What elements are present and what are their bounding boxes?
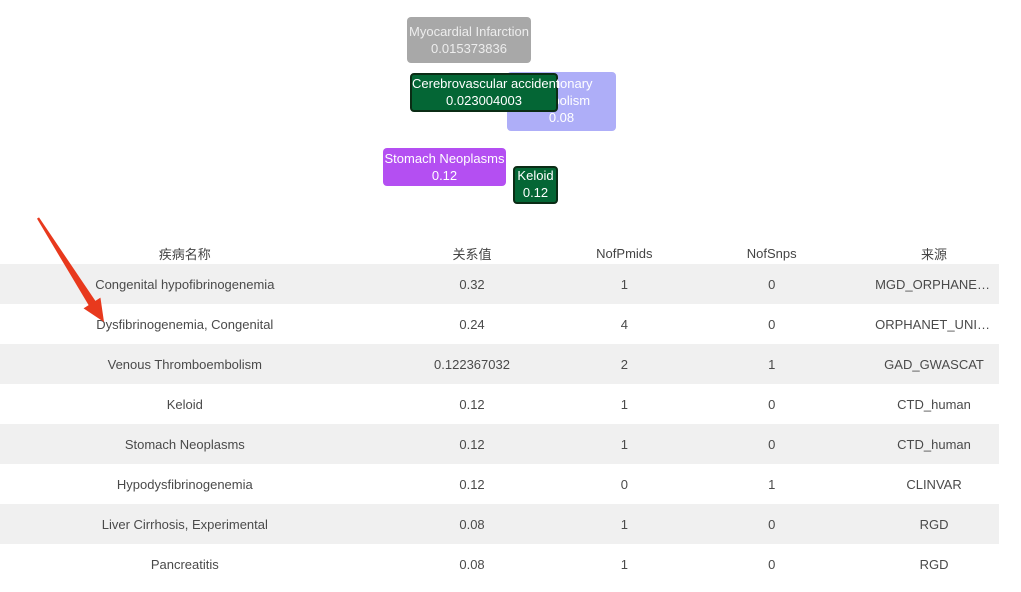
cell-relation-value: 0.12 [459, 436, 485, 452]
col-header-source: 来源 [921, 247, 948, 262]
cell-nofsnps: 0 [768, 396, 776, 412]
table-row[interactable]: Pancreatitis 0.08 1 0 RGD [0, 544, 999, 584]
cell-disease-name: Venous Thromboembolism [107, 356, 263, 372]
table-row[interactable]: Keloid 0.12 1 0 CTD_human [0, 384, 999, 424]
node-value: 0.12 [431, 168, 458, 183]
cell-disease-name: Congenital hypofibrinogenemia [95, 276, 275, 292]
node-cerebrovascular-accident[interactable]: Cerebrovascular accident 0.023004003 [410, 73, 560, 112]
cell-source: MGD_ORPHANET_UNI... [875, 276, 999, 292]
cell-relation-value: 0.12 [459, 396, 485, 412]
node-value: 0.015373836 [431, 41, 507, 56]
cell-relation-value: 0.12 [459, 476, 485, 492]
cell-nofpmids: 0 [620, 476, 628, 492]
relation-graph: Myocardial Infarction 0.015373836 Pulmon… [0, 0, 1021, 240]
cell-source: RGD [919, 556, 949, 572]
table-row[interactable]: Congenital hypofibrinogenemia 0.32 1 0 M… [0, 264, 999, 304]
node-label: Cerebrovascular accident [412, 76, 560, 91]
cell-source: CLINVAR [906, 476, 962, 492]
cell-nofpmids: 4 [620, 316, 628, 332]
table-row[interactable]: Stomach Neoplasms 0.12 1 0 CTD_human [0, 424, 999, 464]
cell-disease-name: Hypodysfibrinogenemia [116, 476, 253, 492]
cell-relation-value: 0.08 [459, 556, 485, 572]
cell-disease-name: Pancreatitis [150, 556, 219, 572]
cell-nofsnps: 0 [768, 276, 776, 292]
node-label: Keloid [517, 168, 554, 183]
cell-relation-value: 0.122367032 [434, 356, 510, 372]
cell-source: GAD_GWASCAT [884, 356, 984, 372]
cell-disease-name: Dysfibrinogenemia, Congenital [96, 316, 274, 332]
node-label: Myocardial Infarction [409, 24, 529, 39]
table-row[interactable]: Dysfibrinogenemia, Congenital 0.24 4 0 O… [0, 304, 999, 344]
node-myocardial-infarction[interactable]: Myocardial Infarction 0.015373836 [407, 17, 531, 63]
node-stomach-neoplasms[interactable]: Stomach Neoplasms 0.12 [383, 148, 506, 186]
cell-nofsnps: 0 [768, 516, 776, 532]
cell-nofsnps: 0 [768, 556, 776, 572]
cell-source: RGD [919, 516, 949, 532]
cell-nofpmids: 1 [620, 516, 628, 532]
cell-nofsnps: 1 [768, 356, 776, 372]
cell-nofsnps: 0 [768, 436, 776, 452]
node-value: 0.12 [522, 184, 549, 200]
col-header-disease-name: 疾病名称 [158, 247, 211, 262]
cell-nofpmids: 1 [620, 396, 628, 412]
table-header-row: 疾病名称 关系值 NofPmids NofSnps 来源 [0, 243, 999, 264]
node-value: 0.023004003 [446, 92, 522, 108]
node-value: 0.08 [548, 110, 575, 125]
disease-table: 疾病名称 关系值 NofPmids NofSnps 来源 Congenital … [0, 243, 999, 584]
col-header-nofpmids: NofPmids [596, 246, 653, 261]
cell-source: CTD_human [897, 436, 971, 452]
table-row[interactable]: Liver Cirrhosis, Experimental 0.08 1 0 R… [0, 504, 999, 544]
cell-relation-value: 0.24 [459, 316, 485, 332]
table-row[interactable]: Venous Thromboembolism 0.122367032 2 1 G… [0, 344, 999, 384]
cell-relation-value: 0.08 [459, 516, 485, 532]
cell-nofpmids: 1 [620, 556, 628, 572]
node-keloid[interactable]: Keloid 0.12 [513, 166, 558, 204]
cell-relation-value: 0.32 [459, 276, 485, 292]
col-header-relation-value: 关系值 [452, 247, 492, 262]
cell-disease-name: Stomach Neoplasms [124, 436, 245, 452]
cell-disease-name: Liver Cirrhosis, Experimental [101, 516, 268, 532]
cell-source: CTD_human [897, 396, 971, 412]
cell-nofpmids: 1 [620, 276, 628, 292]
cell-disease-name: Keloid [166, 396, 203, 412]
table-body: Congenital hypofibrinogenemia 0.32 1 0 M… [0, 264, 999, 584]
cell-nofsnps: 1 [768, 476, 776, 492]
col-header-nofsnps: NofSnps [746, 246, 797, 261]
cell-nofsnps: 0 [768, 316, 776, 332]
cell-nofpmids: 1 [620, 436, 628, 452]
table-row[interactable]: Hypodysfibrinogenemia 0.12 0 1 CLINVAR [0, 464, 999, 504]
cell-source: ORPHANET_UNIPROT [875, 316, 999, 332]
cell-nofpmids: 2 [620, 356, 628, 372]
node-label: Stomach Neoplasms [384, 151, 505, 166]
